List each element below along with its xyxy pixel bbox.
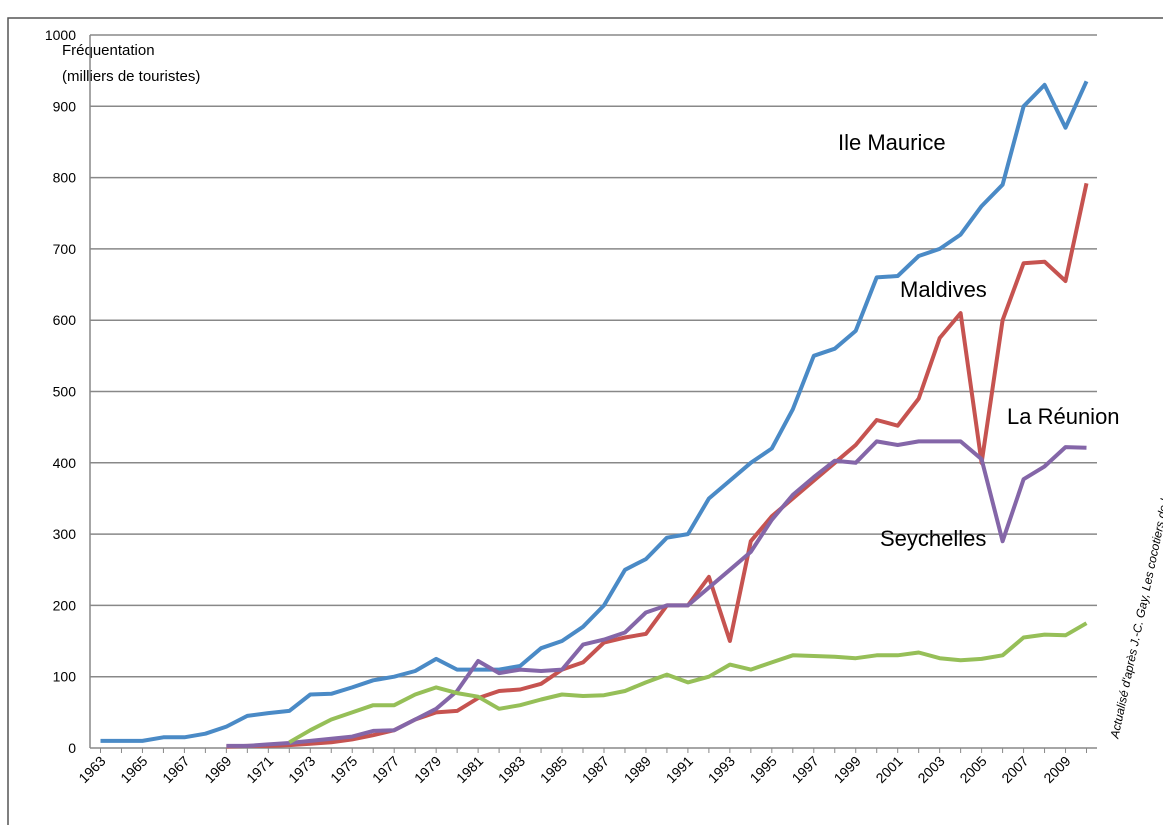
y-tick-label: 800 <box>53 170 77 186</box>
x-tick-label: 1987 <box>579 753 612 786</box>
series-label: Ile Maurice <box>838 130 946 155</box>
y-label: Fréquentation <box>62 42 155 59</box>
x-tick-label: 1965 <box>117 753 150 786</box>
x-tick-label: 2009 <box>1040 753 1073 786</box>
annotation: Actualisé d'après J.-C. Gay, Les cocotie… <box>1107 418 1163 740</box>
y-tick-label: 700 <box>53 241 77 257</box>
y-tick-label: 400 <box>53 455 77 471</box>
x-tick-label: 2007 <box>998 753 1031 786</box>
x-tick-label: 1973 <box>285 753 318 786</box>
y-tick-label: 1000 <box>45 27 76 43</box>
x-tick-label: 1979 <box>411 753 444 786</box>
x-tick-label: 1977 <box>369 753 402 786</box>
y-tick-label: 900 <box>53 98 77 114</box>
series-line <box>226 439 1087 748</box>
y-label: (milliers de touristes) <box>62 68 200 85</box>
x-tick-label: 2005 <box>956 753 989 786</box>
x-tick-label: 2003 <box>914 753 947 786</box>
frame <box>7 17 1163 825</box>
series-label: Maldives <box>900 277 987 302</box>
y-tick-label: 600 <box>53 312 77 328</box>
x-tick-label: 1995 <box>747 753 780 786</box>
series-line <box>226 182 1089 749</box>
y-tick-label: 0 <box>68 740 76 756</box>
x-tick-label: 1975 <box>327 753 360 786</box>
series-label: La Réunion <box>1007 404 1120 429</box>
series-line <box>100 80 1089 743</box>
x-tick-label: 1993 <box>705 753 738 786</box>
y-tick-label: 300 <box>53 526 77 542</box>
x-tick-label: 1991 <box>663 753 696 786</box>
x-tick-label: 1985 <box>537 753 570 786</box>
x-tick-label: 1969 <box>201 753 234 786</box>
x-tick-label: 1989 <box>621 753 654 786</box>
x-tick-label: 1967 <box>159 753 192 786</box>
x-tick-label: 1983 <box>495 753 528 786</box>
x-tick-label: 1963 <box>75 753 108 786</box>
y-tick-label: 100 <box>53 669 77 685</box>
x-tick-label: 2001 <box>872 753 905 786</box>
x-tick-label: 1999 <box>831 753 864 786</box>
y-tick-label: 500 <box>53 384 77 400</box>
y-tick-label: 200 <box>53 597 77 613</box>
x-tick-label: 1981 <box>453 753 486 786</box>
series-line <box>288 621 1088 745</box>
x-tick-label: 1971 <box>243 753 276 786</box>
series-label: Seychelles <box>880 526 986 551</box>
x-tick-label: 1997 <box>789 753 822 786</box>
